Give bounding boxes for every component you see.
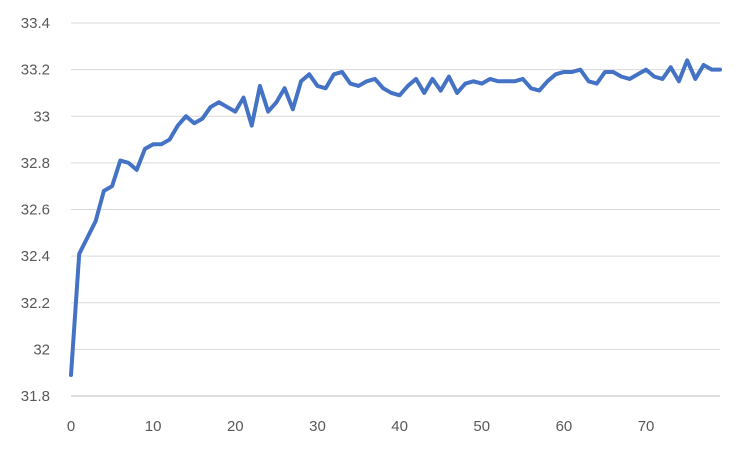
series-group [69,58,722,378]
x-tick-label: 60 [556,418,573,435]
x-tick-label: 50 [473,418,490,435]
y-tick-label: 32.4 [21,248,50,265]
gridlines [71,22,720,350]
y-tick-label: 33.2 [21,62,50,79]
y-tick-label: 32.6 [21,202,50,219]
series-line [69,58,722,378]
x-tick-label: 30 [309,418,326,435]
y-tick-label: 33 [33,108,50,125]
y-tick-label: 32 [33,341,50,358]
y-tick-label: 31.8 [21,388,50,405]
x-tick-label: 40 [391,418,408,435]
y-tick-label: 32.8 [21,155,50,172]
x-axis-tick-labels: 0 10 20 30 40 50 60 70 [67,418,655,435]
y-axis-tick-labels: 31.8 32 32.2 32.4 32.6 32.8 33 33.2 33.4 [21,15,50,405]
y-tick-label: 33.4 [21,15,50,32]
x-tick-label: 0 [67,418,75,435]
x-tick-label: 10 [145,418,162,435]
y-tick-label: 32.2 [21,295,50,312]
x-tick-label: 70 [638,418,655,435]
x-tick-label: 20 [227,418,244,435]
